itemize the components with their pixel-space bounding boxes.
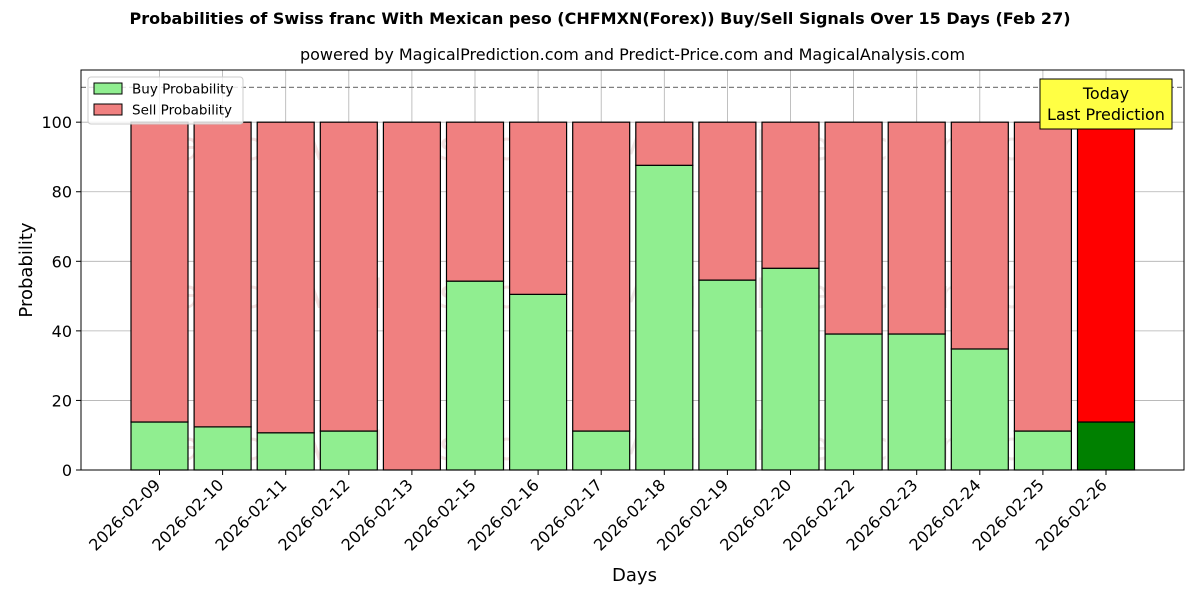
annotation-layer: Today Last Prediction bbox=[1039, 78, 1173, 130]
sell-bar bbox=[509, 121, 568, 295]
annotation-text: Today bbox=[1082, 84, 1129, 103]
y-tick-label: 60 bbox=[52, 252, 72, 271]
sell-bar bbox=[445, 121, 505, 282]
sell-bar bbox=[761, 121, 820, 269]
sell-bar bbox=[572, 121, 631, 432]
legend-swatch bbox=[93, 103, 123, 116]
sell-bar bbox=[256, 121, 315, 434]
sell-bar bbox=[698, 121, 757, 281]
sell-bar bbox=[824, 121, 883, 335]
buy-bar bbox=[572, 430, 631, 471]
sell-bar bbox=[319, 121, 378, 432]
sell-bar bbox=[193, 121, 252, 428]
y-tick-label: 20 bbox=[52, 391, 72, 410]
buy-bar bbox=[824, 333, 883, 471]
sell-bar bbox=[635, 121, 694, 166]
legend-label: Buy Probability bbox=[132, 82, 233, 98]
legend-box bbox=[87, 76, 244, 125]
x-axis-label: Days bbox=[612, 565, 657, 586]
buy-bar bbox=[509, 293, 568, 471]
sell-bar bbox=[1013, 121, 1073, 432]
sell-bar bbox=[1076, 121, 1136, 423]
annotation-box bbox=[1039, 78, 1173, 130]
buy-bar bbox=[887, 333, 946, 471]
buy-bar bbox=[319, 430, 378, 471]
y-axis-label: Probability bbox=[16, 222, 37, 317]
buy-bar bbox=[635, 164, 694, 471]
sell-bar bbox=[950, 121, 1009, 350]
buy-bar bbox=[130, 421, 189, 471]
plot-frame bbox=[80, 69, 1185, 471]
legend: Buy Probability Sell Probability bbox=[87, 76, 244, 125]
buy-bar bbox=[193, 426, 252, 471]
buy-bar bbox=[1013, 430, 1073, 471]
y-tick-label: 80 bbox=[52, 183, 72, 202]
annotation-text: Last Prediction bbox=[1047, 105, 1165, 124]
buy-bar bbox=[950, 348, 1009, 471]
y-tick-label: 40 bbox=[52, 322, 72, 341]
chart-subtitle: powered by MagicalPrediction.com and Pre… bbox=[299, 45, 966, 64]
legend-label: Sell Probability bbox=[132, 103, 232, 119]
buy-bar bbox=[256, 432, 315, 471]
sell-bar bbox=[887, 121, 946, 335]
y-tick-label: 100 bbox=[41, 113, 72, 132]
sell-bar bbox=[382, 121, 441, 471]
buy-bar bbox=[1076, 421, 1136, 471]
buy-bar bbox=[698, 279, 757, 471]
buy-bar bbox=[761, 267, 820, 471]
buy-bar bbox=[445, 280, 505, 471]
sell-bar bbox=[130, 121, 189, 423]
legend-swatch bbox=[93, 82, 123, 95]
y-tick-label: 0 bbox=[62, 461, 72, 480]
bars-layer bbox=[130, 121, 1136, 471]
chart-title: Probabilities of Swiss franc With Mexica… bbox=[129, 9, 1071, 28]
